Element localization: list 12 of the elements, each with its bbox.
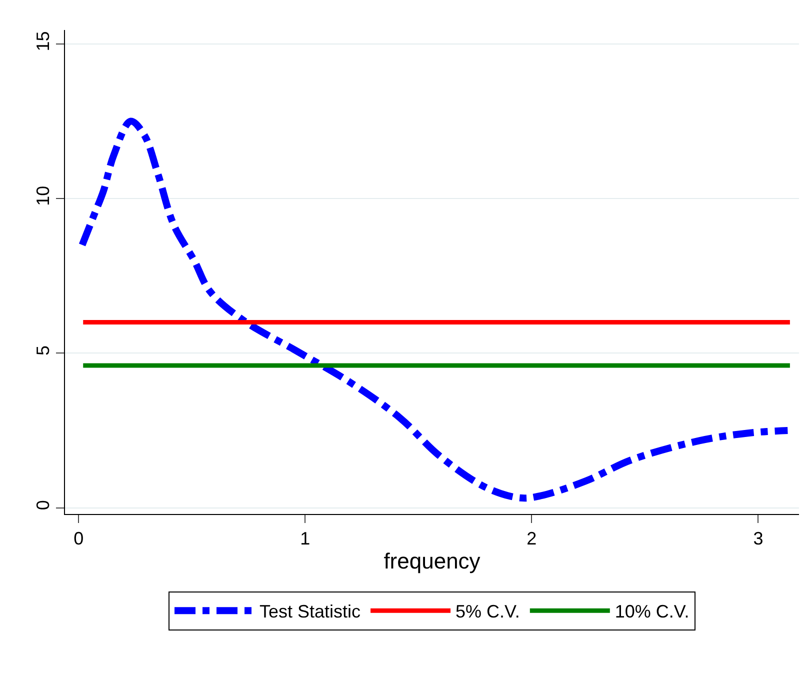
x-tick-label: 1	[300, 528, 310, 549]
legend-label: 10% C.V.	[614, 602, 690, 622]
x-axis-title: frequency	[384, 548, 480, 574]
y-tick-label: 0	[32, 500, 53, 510]
legend-label: Test Statistic	[260, 602, 361, 622]
y-tick-label: 15	[32, 31, 53, 52]
x-tick-label: 0	[74, 528, 84, 549]
x-tick-label: 2	[526, 528, 537, 549]
legend-label: 5% C.V.	[456, 602, 520, 622]
y-tick-label: 10	[32, 186, 53, 206]
y-tick-label: 5	[32, 345, 53, 356]
x-tick-label: 3	[753, 528, 764, 549]
